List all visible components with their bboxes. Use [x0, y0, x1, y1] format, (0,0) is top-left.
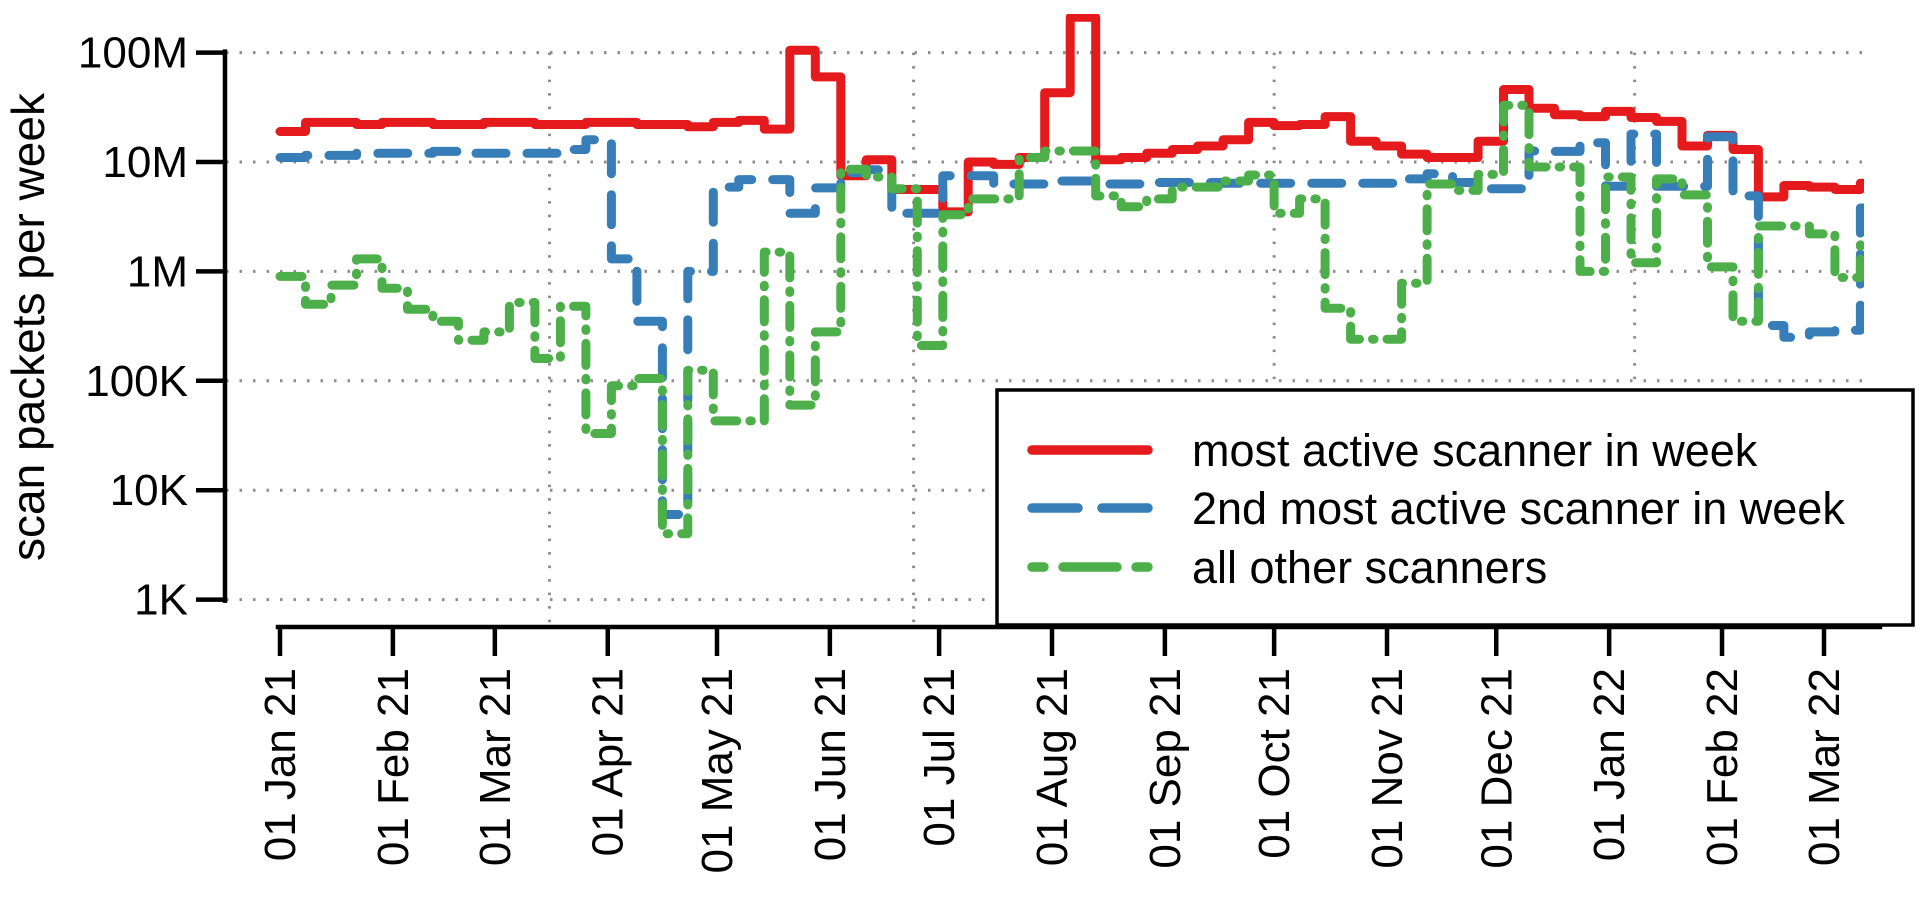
y-tick-label: 1M	[127, 247, 188, 296]
x-tick-label: 01 Feb 22	[1698, 668, 1747, 866]
series-group	[275, 14, 1864, 539]
x-tick-label: 01 Nov 21	[1363, 668, 1412, 869]
y-tick-label: 100K	[85, 357, 188, 406]
x-tick-label: 01 Jan 22	[1585, 668, 1634, 861]
x-tick-label: 01 Jul 21	[915, 668, 964, 847]
x-tick-label: 01 Aug 21	[1028, 668, 1077, 866]
x-tick-label: 01 Mar 21	[471, 668, 520, 866]
series-line-1	[275, 129, 1864, 519]
y-tick-label: 100M	[78, 29, 188, 78]
x-tick-label: 01 Jun 21	[806, 668, 855, 861]
x-tick-label: 01 Oct 21	[1250, 668, 1299, 859]
series-line-2	[275, 100, 1864, 539]
y-tick-label: 1K	[134, 576, 188, 625]
x-tick-label: 01 Jan 21	[256, 668, 305, 861]
x-tick-label: 01 Mar 22	[1800, 668, 1849, 866]
y-tick-label: 10K	[110, 466, 188, 515]
x-tick-label: 01 May 21	[693, 668, 742, 873]
x-axis-ticks: 01 Jan 21 01 Feb 21 01 Mar 21 01 Apr 21 01 M…	[256, 627, 1849, 873]
y-tick-label: 10M	[102, 138, 188, 187]
series-line-0	[275, 14, 1864, 217]
x-tick-label: 01 Dec 21	[1472, 668, 1521, 869]
y-axis-ticks: 100M 10M 1M 100K 10K 1K	[78, 29, 225, 625]
x-tick-label: 01 Apr 21	[584, 668, 633, 856]
x-tick-label: 01 Sep 21	[1141, 668, 1190, 869]
axes	[222, 49, 1883, 630]
legend: most active scanner in week 2nd most acti…	[995, 388, 1915, 627]
legend-label-1: 2nd most active scanner in week	[1192, 483, 1845, 534]
legend-label-0: most active scanner in week	[1192, 425, 1758, 476]
y-axis-title: scan packets per week	[2, 92, 54, 561]
legend-label-2: all other scanners	[1192, 542, 1547, 593]
x-tick-label: 01 Feb 21	[369, 668, 418, 866]
